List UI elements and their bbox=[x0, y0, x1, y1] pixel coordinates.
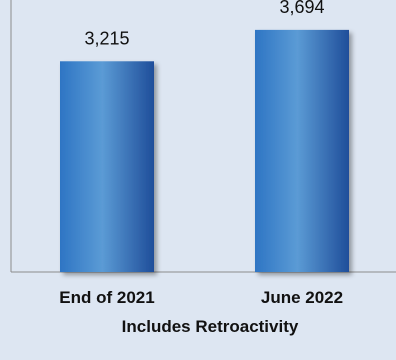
category-label-1: June 2022 bbox=[261, 288, 343, 307]
bar-1 bbox=[255, 29, 349, 273]
data-labels-group: 3,215 3,694 bbox=[84, 0, 324, 48]
bar-0 bbox=[60, 61, 154, 273]
data-label-0: 3,215 bbox=[84, 28, 129, 48]
data-label-1: 3,694 bbox=[279, 0, 324, 17]
category-label-0: End of 2021 bbox=[59, 288, 154, 307]
category-labels-group: End of 2021 June 2022 bbox=[59, 288, 343, 307]
x-axis-title: Includes Retroactivity bbox=[122, 317, 299, 336]
bars-group bbox=[60, 29, 349, 273]
